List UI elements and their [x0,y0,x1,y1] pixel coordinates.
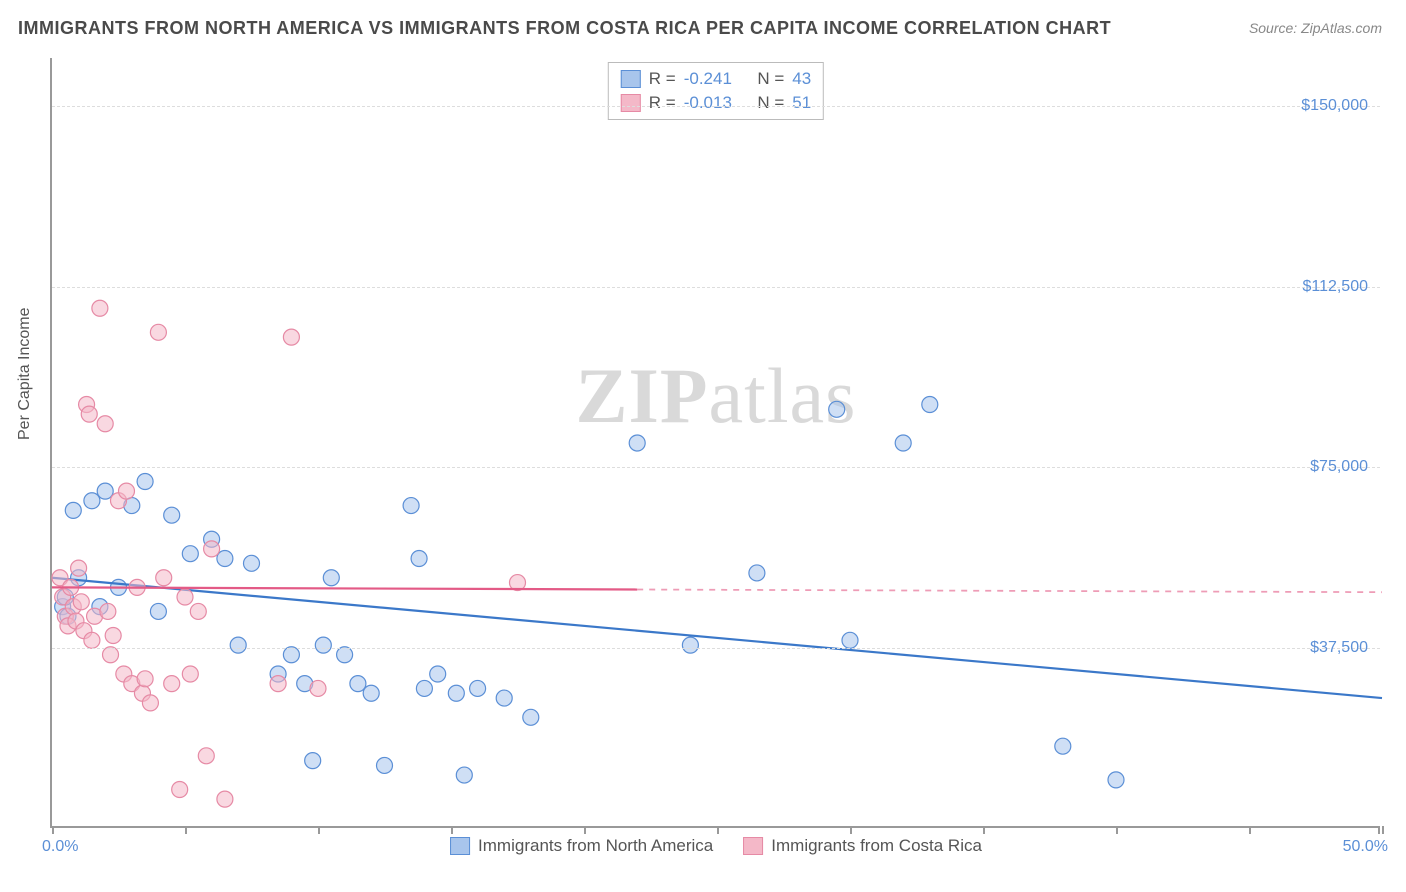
data-point [230,637,246,653]
data-point [448,685,464,701]
data-point [142,695,158,711]
data-point [456,767,472,783]
data-point [182,666,198,682]
data-point [81,406,97,422]
data-point [283,329,299,345]
data-point [198,748,214,764]
x-axis-end-label: 50.0% [1343,838,1388,856]
data-point [105,628,121,644]
x-tick [717,826,719,834]
plot-area: ZIPatlas R = -0.241 N = 43 R = -0.013 N … [50,58,1380,828]
x-tick [850,826,852,834]
data-point [430,666,446,682]
data-point [283,647,299,663]
x-tick [318,826,320,834]
data-point [411,551,427,567]
x-tick [1382,826,1384,834]
x-tick [185,826,187,834]
data-point [164,507,180,523]
data-point [1055,738,1071,754]
legend-bottom: Immigrants from North America Immigrants… [450,836,982,856]
data-point [682,637,698,653]
swatch-icon [743,837,763,855]
data-point [182,546,198,562]
gridline [52,467,1380,468]
data-point [118,483,134,499]
gridline [52,287,1380,288]
x-tick [451,826,453,834]
data-point [337,647,353,663]
data-point [190,603,206,619]
gridline [52,648,1380,649]
y-axis-title: Per Capita Income [16,307,34,440]
x-tick [52,826,54,834]
data-point [84,632,100,648]
data-point [922,397,938,413]
legend-item-series-1: Immigrants from North America [450,836,713,856]
y-tick-label: $75,000 [1310,458,1368,476]
data-point [1108,772,1124,788]
data-point [842,632,858,648]
data-point [100,603,116,619]
data-point [496,690,512,706]
source-label: Source: ZipAtlas.com [1249,20,1382,36]
data-point [217,551,233,567]
y-tick-label: $150,000 [1301,97,1368,115]
data-point [363,685,379,701]
y-tick-label: $112,500 [1302,278,1368,296]
data-point [71,560,87,576]
trend-line-solid [52,578,1382,698]
data-point [156,570,172,586]
data-point [305,753,321,769]
x-tick [1116,826,1118,834]
gridline [52,106,1380,107]
legend-item-series-2: Immigrants from Costa Rica [743,836,982,856]
data-point [323,570,339,586]
x-tick [983,826,985,834]
data-point [172,782,188,798]
data-point [73,594,89,610]
data-point [377,757,393,773]
data-point [164,676,180,692]
data-point [470,680,486,696]
data-point [244,555,260,571]
x-axis-start-label: 0.0% [42,838,78,856]
data-point [310,680,326,696]
data-point [204,541,220,557]
chart-title: IMMIGRANTS FROM NORTH AMERICA VS IMMIGRA… [18,18,1111,39]
data-point [403,498,419,514]
data-point [270,676,286,692]
x-tick [1249,826,1251,834]
data-point [523,709,539,725]
data-point [350,676,366,692]
data-point [217,791,233,807]
data-point [150,603,166,619]
data-point [895,435,911,451]
data-point [315,637,331,653]
data-point [749,565,765,581]
data-point [177,589,193,605]
scatter-plot-svg [52,58,1380,826]
data-point [97,483,113,499]
x-tick [584,826,586,834]
data-point [629,435,645,451]
data-point [103,647,119,663]
data-point [97,416,113,432]
data-point [84,493,100,509]
data-point [65,502,81,518]
data-point [416,680,432,696]
y-tick-label: $37,500 [1310,639,1368,657]
swatch-icon [450,837,470,855]
data-point [137,474,153,490]
data-point [150,324,166,340]
data-point [137,671,153,687]
data-point [829,401,845,417]
trend-line-dashed [637,589,1382,592]
data-point [92,300,108,316]
